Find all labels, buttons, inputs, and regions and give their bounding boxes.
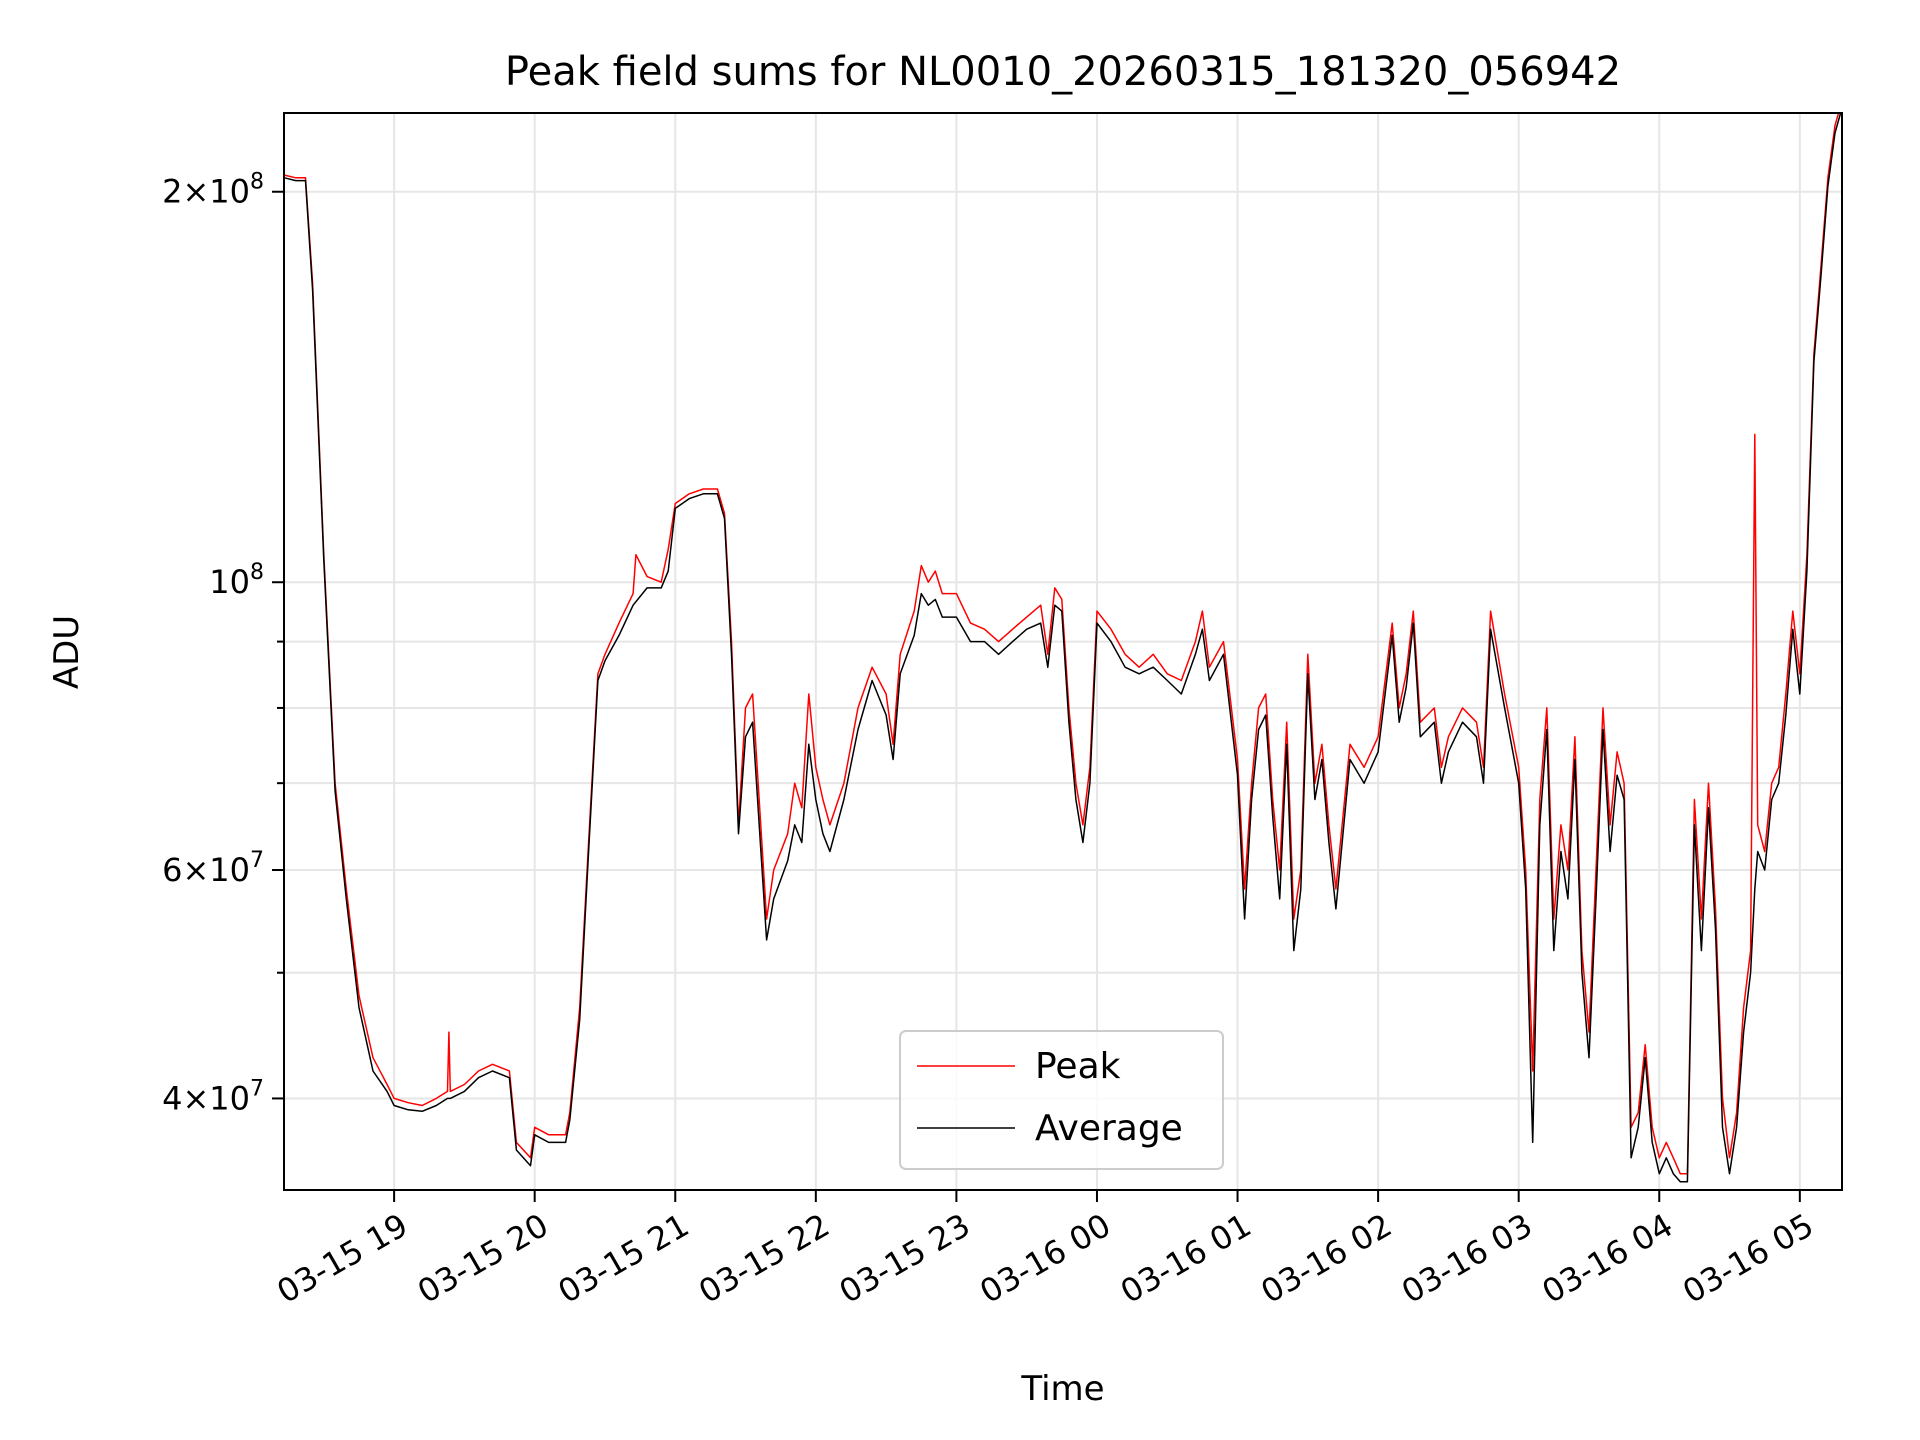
legend-label-peak: Peak	[1035, 1046, 1121, 1087]
plot-frame	[283, 112, 1843, 1191]
legend-label-average: Average	[1035, 1108, 1183, 1149]
x-axis-label: Time	[1020, 1369, 1104, 1409]
y-axis-label: ADU	[47, 615, 87, 689]
series-layer	[284, 113, 1842, 1183]
y-axis: 4×107 6×107 108 2×108	[162, 170, 284, 1117]
y-tick-label: 6×107	[162, 848, 264, 889]
y-tick-label: 2×108	[162, 170, 264, 211]
series-line-average	[284, 113, 1842, 1183]
grid	[284, 113, 1842, 1190]
legend: Peak Average	[899, 1030, 1224, 1170]
y-tick-label: 108	[209, 560, 264, 601]
chart-title: Peak field sums for NL0010_20260315_1813…	[505, 49, 1621, 95]
y-tick-label: 4×107	[162, 1076, 264, 1117]
